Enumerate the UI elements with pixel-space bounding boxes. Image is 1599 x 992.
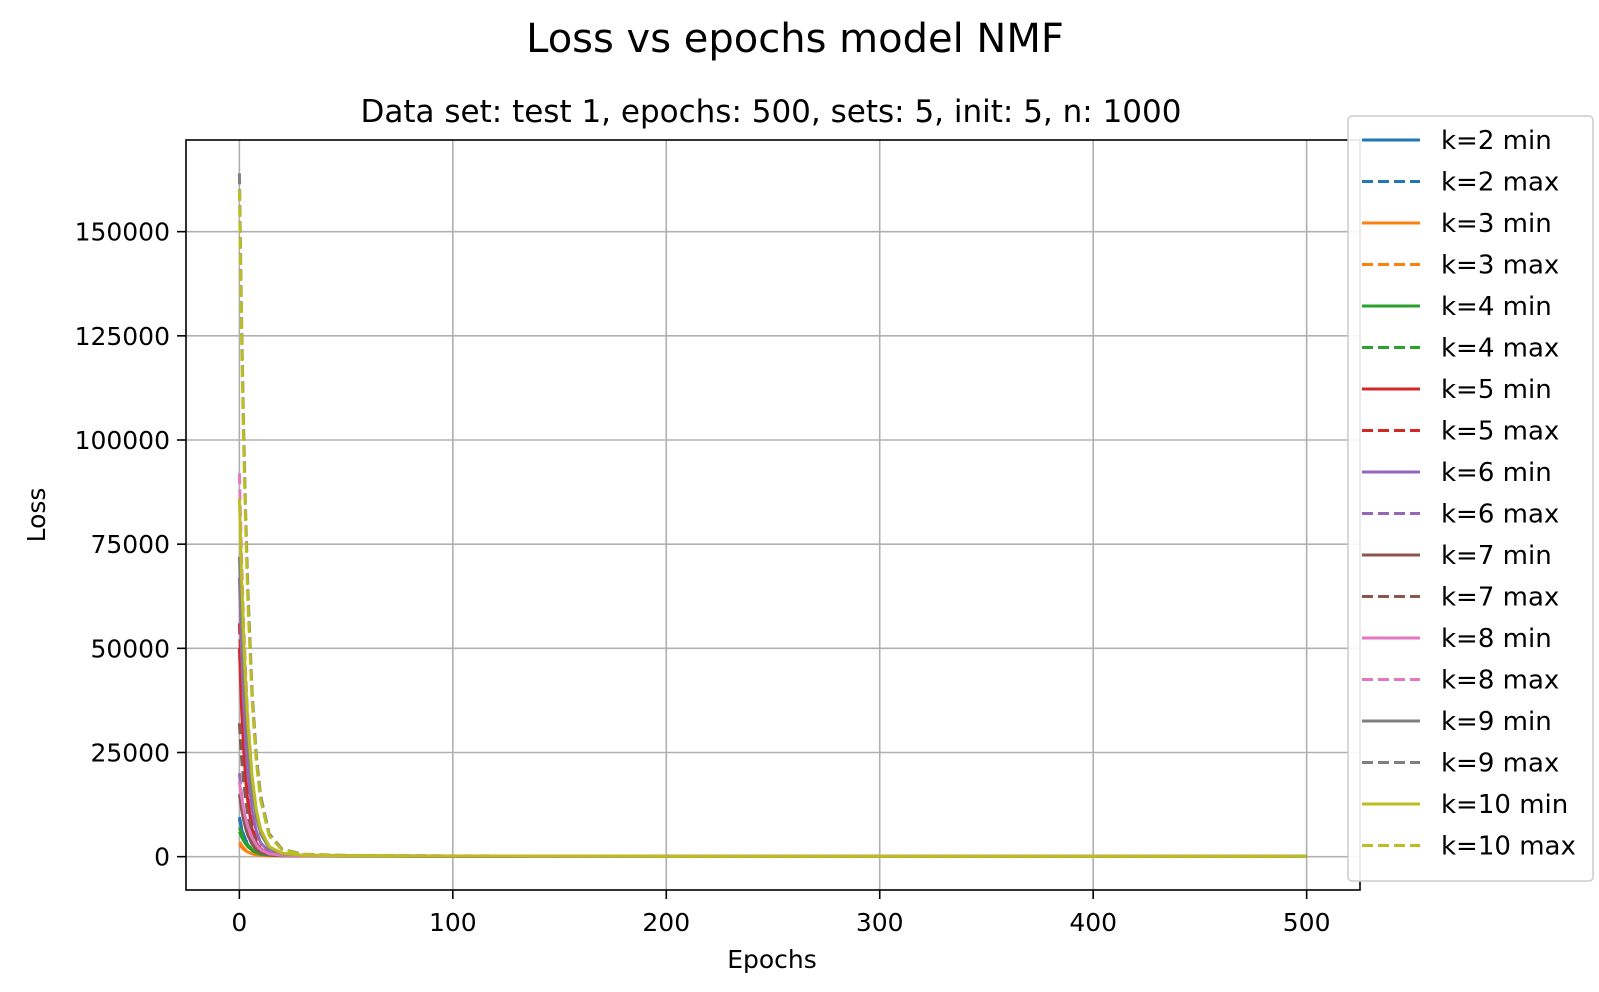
x-tick-label: 200 <box>642 908 690 937</box>
legend-label-k-4-max: k=4 max <box>1441 334 1559 364</box>
legend-label-k-7-max: k=7 max <box>1441 583 1559 613</box>
legend-label-k-10-min: k=10 min <box>1441 790 1568 820</box>
y-tick-label: 25000 <box>90 739 170 768</box>
chart-subtitle: Data set: test 1, epochs: 500, sets: 5, … <box>361 94 1182 130</box>
legend-label-k-4-min: k=4 min <box>1441 292 1552 322</box>
plot-region <box>237 173 1307 858</box>
legend-label-k-2-min: k=2 min <box>1441 126 1552 156</box>
legend-label-k-3-max: k=3 max <box>1441 251 1559 281</box>
legend-label-k-5-max: k=5 max <box>1441 417 1559 447</box>
legend-items: k=2 min k=2 max k=3 min k=3 max k=4 min k=4 m… <box>1362 126 1576 862</box>
series-line-k-10-max <box>237 189 1307 858</box>
y-tick-label: 0 <box>154 843 170 872</box>
legend-label-k-5-min: k=5 min <box>1441 375 1552 405</box>
series-lines <box>237 173 1307 858</box>
y-tick-label: 150000 <box>75 218 170 247</box>
legend-label-k-8-max: k=8 max <box>1441 666 1559 696</box>
legend-label-k-2-max: k=2 max <box>1441 168 1559 198</box>
x-tick-label: 0 <box>231 908 247 937</box>
y-tick-label: 50000 <box>90 634 170 663</box>
grid-lines <box>186 140 1360 890</box>
legend-label-k-10-max: k=10 max <box>1441 832 1576 862</box>
x-tick-label: 500 <box>1283 908 1331 937</box>
y-axis-label: Loss <box>22 488 51 543</box>
y-tick-label: 75000 <box>90 530 170 559</box>
legend-label-k-6-min: k=6 min <box>1441 458 1552 488</box>
legend-label-k-6-max: k=6 max <box>1441 500 1559 530</box>
legend-label-k-8-min: k=8 min <box>1441 624 1552 654</box>
x-tick-label: 300 <box>856 908 904 937</box>
x-axis-label: Epochs <box>727 945 817 974</box>
x-tick-label: 100 <box>429 908 477 937</box>
x-tick-label: 400 <box>1069 908 1117 937</box>
legend-label-k-3-min: k=3 min <box>1441 209 1552 239</box>
chart-title: Loss vs epochs model NMF <box>526 16 1064 62</box>
x-axis-ticks: 0 100 200 300 400 500 <box>231 890 1330 937</box>
legend: k=2 min k=2 max k=3 min k=3 max k=4 min k=4 m… <box>1347 115 1594 882</box>
legend-label-k-9-min: k=9 min <box>1441 707 1552 737</box>
y-tick-label: 125000 <box>75 322 170 351</box>
y-tick-label: 100000 <box>75 426 170 455</box>
y-axis-ticks: 0 25000 50000 75000 100000 125000 150000 <box>75 218 186 872</box>
legend-label-k-7-min: k=7 min <box>1441 541 1552 571</box>
legend-label-k-9-max: k=9 max <box>1441 749 1559 779</box>
